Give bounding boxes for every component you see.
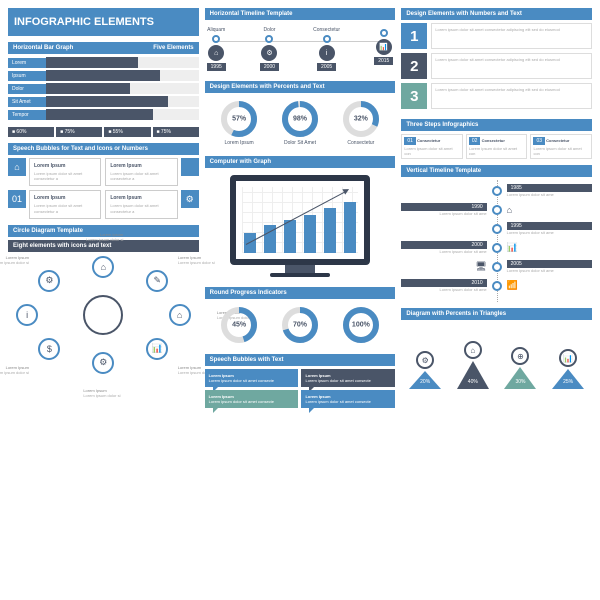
vtimeline-item: 2010Lorem ipsum dolor sit ame 📶 <box>401 279 592 292</box>
bubbles2-section: Speech Bubbles with Text Lorem IpsumLore… <box>205 354 396 408</box>
triangle: 📊25% <box>552 349 584 389</box>
bar-row: Lorem <box>8 57 199 68</box>
bars-section: Horizontal Bar GraphFive Elements LoremI… <box>8 42 199 137</box>
main-title: INFOGRAPHIC ELEMENTS <box>8 8 199 36</box>
triangle: ⚙20% <box>409 351 441 389</box>
numbered-box: 2Lorem ipsum dolor sit amet consectetur … <box>401 53 592 79</box>
bubble-icon: 01 <box>8 190 26 208</box>
bar-row: Sit Amet <box>8 96 199 107</box>
numbered-box: 3Lorem ipsum dolor sit amet consectetur … <box>401 83 592 109</box>
speech-bubble: Lorem IpsumLorem ipsum dolor sit amet co… <box>301 369 395 387</box>
vtimeline-item: 2000Lorem ipsum dolor sit ame 📊 <box>401 241 592 254</box>
column-1: INFOGRAPHIC ELEMENTS Horizontal Bar Grap… <box>8 8 199 408</box>
circle-node: i <box>16 304 38 326</box>
donuts1-section: Design Elements with Percents and Text 5… <box>205 81 396 150</box>
circle-node: ✎ <box>146 270 168 292</box>
steps-section: Three Steps Infographics 01 ConsecteturL… <box>401 119 592 159</box>
circle-section: Circle Diagram Template Eight elements w… <box>8 225 199 375</box>
circle-node: ⚙ <box>92 352 114 374</box>
bubble-icon: ⌂ <box>8 158 26 176</box>
speech-bubble: Lorem IpsumLorem ipsum dolor sit amet co… <box>301 390 395 408</box>
circle-node: $ <box>38 338 60 360</box>
donut: 70% <box>281 306 319 344</box>
circle-node: 📊 <box>146 338 168 360</box>
vtimeline-item: 1985Lorem ipsum dolor sit ame <box>401 184 592 197</box>
column-2: Horizontal Timeline Template Aliquam⌂199… <box>205 8 396 408</box>
numbered-section: Design Elements with Numbers and Text 1L… <box>401 8 592 113</box>
circle-node: ⌂ <box>169 304 191 326</box>
bubble-icon: ⚙ <box>181 190 199 208</box>
circle-node: ⌂ <box>92 256 114 278</box>
bubble-icon <box>181 158 199 176</box>
speech-bubble: Lorem IpsumLorem ipsum dolor sit amet co… <box>205 369 299 387</box>
vtimeline-section: Vertical Timeline Template 1985Lorem ips… <box>401 165 592 302</box>
triangle: ⌂40% <box>457 341 489 389</box>
timeline-item: Aliquam⌂1995 <box>207 27 226 71</box>
vtimeline-item: 1995Lorem ipsum dolor sit ame <box>401 222 592 235</box>
triangle: ⊕30% <box>504 347 536 389</box>
numbered-box: 1Lorem ipsum dolor sit amet consectetur … <box>401 23 592 49</box>
step: 02 ConsecteturLorem ipsum dolor sit amet… <box>466 134 528 159</box>
donut: 100% <box>342 306 380 344</box>
speech-bubble: Lorem IpsumLorem ipsum dolor sit amet co… <box>105 190 177 218</box>
vtimeline-item: 🖥 2005Lorem ipsum dolor sit ame <box>401 260 592 273</box>
speech-bubble: Lorem IpsumLorem ipsum dolor sit amet co… <box>205 390 299 408</box>
step: 01 ConsecteturLorem ipsum dolor sit amet… <box>401 134 463 159</box>
bar-row: Tempor <box>8 109 199 120</box>
bar-row: Dolor <box>8 83 199 94</box>
computer-section: Computer with Graph <box>205 156 396 281</box>
donut: 57%Lorem Ipsum <box>220 100 258 146</box>
timeline-item: 📊2015 <box>374 27 393 71</box>
bar-row: Ipsum <box>8 70 199 81</box>
step: 03 ConsecteturLorem ipsum dolor sit amet… <box>530 134 592 159</box>
bubbles1-section: Speech Bubbles for Text and Icons or Num… <box>8 143 199 219</box>
htimeline-section: Horizontal Timeline Template Aliquam⌂199… <box>205 8 396 75</box>
vtimeline-item: 1990Lorem ipsum dolor sit ame ⌂ <box>401 203 592 216</box>
circle-node: ⚙ <box>38 270 60 292</box>
donut: 98%Dolor Sit Amet <box>281 100 319 146</box>
timeline-item: Dolor⚙2000 <box>260 27 279 71</box>
timeline-item: Consecteturi2005 <box>313 27 340 71</box>
donut: 45% <box>220 306 258 344</box>
column-3: Design Elements with Numbers and Text 1L… <box>401 8 592 408</box>
speech-bubble: Lorem IpsumLorem ipsum dolor sit amet co… <box>29 158 101 186</box>
speech-bubble: Lorem IpsumLorem ipsum dolor sit amet co… <box>29 190 101 218</box>
donut: 32%Consectetur <box>342 100 380 146</box>
triangles-section: Diagram with Percents in Triangles ⚙20%⌂… <box>401 308 592 389</box>
donuts2-section: Round Progress Indicators 45%70%100% <box>205 287 396 348</box>
speech-bubble: Lorem IpsumLorem ipsum dolor sit amet co… <box>105 158 177 186</box>
